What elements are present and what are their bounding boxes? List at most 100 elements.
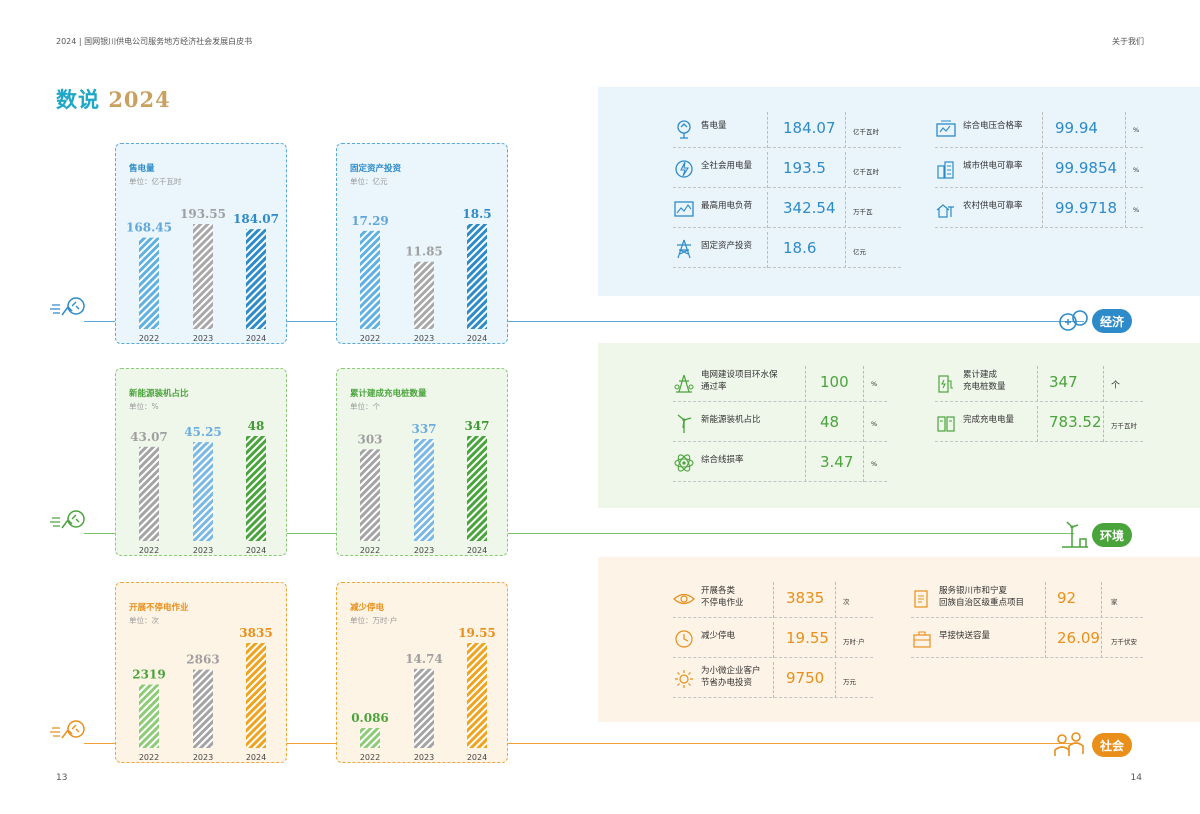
x-tick-label: 2024 — [246, 334, 266, 343]
stat-unit: % — [1133, 206, 1140, 214]
society-panel — [598, 557, 1200, 722]
stat-value: 347 — [1049, 373, 1078, 391]
load-chart-icon — [674, 201, 694, 217]
green-energy-icon — [1062, 521, 1088, 548]
bar-2024 — [246, 643, 266, 748]
chart-unit: 单位：个 — [350, 402, 380, 411]
stat-unit: % — [871, 380, 878, 388]
page-number-right: 14 — [1130, 773, 1142, 783]
chart-title: 新能源装机占比 — [129, 389, 189, 399]
stat-unit: 家 — [1111, 598, 1118, 606]
chart-unit: 单位：万时·户 — [350, 616, 398, 625]
stat-unit: 万千瓦时 — [1111, 422, 1137, 430]
chart-unit: 单位：次 — [129, 616, 159, 625]
stat-unit: 亿千瓦时 — [853, 168, 879, 176]
stat-value: 99.9854 — [1055, 159, 1118, 177]
data-label: 14.74 — [405, 652, 443, 666]
stat-value: 18.6 — [783, 239, 817, 257]
atom-icon — [674, 454, 694, 472]
x-tick-label: 2022 — [139, 546, 159, 555]
x-tick-label: 2024 — [246, 546, 266, 555]
stat-key-projects: 服务银川市和宁夏 回族自治区级重点项目 92 家 — [911, 582, 1143, 618]
stat-label: 农村供电可靠率 — [963, 201, 1023, 211]
x-tick-label: 2023 — [414, 334, 434, 343]
runner-icon-environment — [50, 510, 85, 529]
data-label: 18.5 — [462, 207, 491, 221]
environment-panel — [598, 343, 1200, 508]
economy-divider-line — [84, 321, 1084, 322]
data-label: 19.55 — [458, 626, 496, 640]
stat-value: 26.09 — [1057, 629, 1100, 647]
stat-value: 19.55 — [786, 629, 829, 647]
data-label: 11.85 — [405, 245, 443, 259]
stat-label: 综合电压合格率 — [963, 121, 1023, 131]
chart-card-sales-electricity: 售电量 单位：亿千瓦时 168.45 2022 193.55 2023 184.07 20… — [115, 143, 287, 344]
data-label: 193.55 — [180, 207, 226, 221]
stat-sales-electricity: 售电量 184.07 亿千瓦时 — [673, 112, 901, 148]
bar-2022 — [360, 230, 380, 329]
stat-outage-reduction: 减少停电 19.55 万时·户 — [673, 622, 873, 658]
lightning-icon — [675, 160, 693, 178]
rural-icon — [936, 204, 954, 218]
chart-unit: 单位：亿元 — [350, 177, 388, 186]
x-tick-label: 2023 — [193, 546, 213, 555]
document-icon — [914, 590, 928, 608]
chart-svg: 2319 2022 2863 2023 3835 2024 — [132, 626, 272, 762]
data-label: 48 — [248, 419, 265, 433]
eye-icon — [673, 593, 695, 605]
stat-label: 全社会用电量 — [701, 161, 753, 171]
stat-fast-delivery: 早接快送容量 26.09 万千伏安 — [911, 622, 1143, 658]
stat-unit: 次 — [843, 598, 850, 606]
stat-label: 城市供电可靠率 — [963, 161, 1023, 171]
chart-card-renewable-share: 新能源装机占比 单位：% 43.07 2022 45.25 2023 48 2024 — [115, 368, 287, 556]
x-tick-label: 2024 — [246, 753, 266, 762]
chart-title: 开展不停电作业 — [129, 603, 189, 613]
box-icon — [913, 631, 931, 648]
data-label: 2863 — [186, 653, 219, 667]
economy-tag-label: 经济 — [1092, 309, 1133, 333]
eco-grid-icon — [674, 374, 694, 393]
x-tick-label: 2023 — [193, 334, 213, 343]
chart-card-charging-piles: 累计建成充电桩数量 单位：个 303 2022 337 2023 347 2024 — [336, 368, 508, 556]
chart-title: 累计建成充电桩数量 — [350, 389, 427, 399]
bar-2023 — [414, 439, 434, 541]
stat-label: 早接快送容量 — [939, 631, 991, 641]
stat-label: 为小微企业客户 节省办电投资 — [701, 666, 761, 689]
bar-2022 — [360, 728, 380, 748]
header-section: 关于我们 — [1112, 37, 1144, 46]
voltage-icon — [936, 120, 956, 137]
stat-unit: 万千瓦 — [853, 208, 873, 216]
stat-label: 固定资产投资 — [701, 241, 753, 251]
bar-2022 — [139, 684, 159, 748]
stat-env-approval: 电网建设项目环水保 通过率 100 % — [673, 366, 887, 402]
chart-unit: 单位：% — [129, 402, 159, 411]
data-label: 17.29 — [351, 214, 389, 228]
stat-total-consumption: 全社会用电量 193.5 亿千瓦时 — [673, 152, 901, 188]
stat-unit: 亿元 — [853, 248, 866, 256]
stat-label: 电网建设项目环水保 通过率 — [701, 370, 778, 393]
data-label: 184.07 — [233, 212, 279, 226]
bar-2024 — [467, 436, 487, 541]
data-label: 347 — [464, 419, 489, 433]
clock-icon — [675, 630, 693, 648]
data-label: 337 — [411, 422, 436, 436]
x-tick-label: 2023 — [414, 753, 434, 762]
chart-svg: 168.45 2022 193.55 2023 184.07 2024 — [126, 207, 279, 343]
chart-card-outage-reduction: 减少停电 单位：万时·户 0.086 2022 14.74 2023 19.55 2024 — [336, 582, 508, 763]
environment-tag-label: 环境 — [1092, 523, 1133, 547]
stat-peak-load: 最高用电负荷 342.54 万千瓦 — [673, 192, 901, 228]
x-tick-label: 2022 — [360, 546, 380, 555]
bar-2024 — [246, 436, 266, 541]
people-icon — [1054, 732, 1084, 756]
data-label: 45.25 — [184, 425, 222, 439]
stat-charging-piles: 累计建成 充电桩数量 347 个 — [935, 366, 1143, 402]
bar-2023 — [414, 261, 434, 329]
stat-city-reliability: 城市供电可靠率 99.9854 % — [935, 152, 1143, 188]
stat-unit: % — [1133, 166, 1140, 174]
stat-charged-energy: 完成充电电量 783.52 万千瓦时 — [935, 406, 1143, 442]
environment-divider-line — [84, 533, 1074, 534]
stat-value: 99.94 — [1055, 119, 1098, 137]
stat-value: 9750 — [786, 669, 825, 687]
city-icon — [937, 161, 954, 179]
stat-label: 开展各类 不停电作业 — [701, 586, 744, 609]
